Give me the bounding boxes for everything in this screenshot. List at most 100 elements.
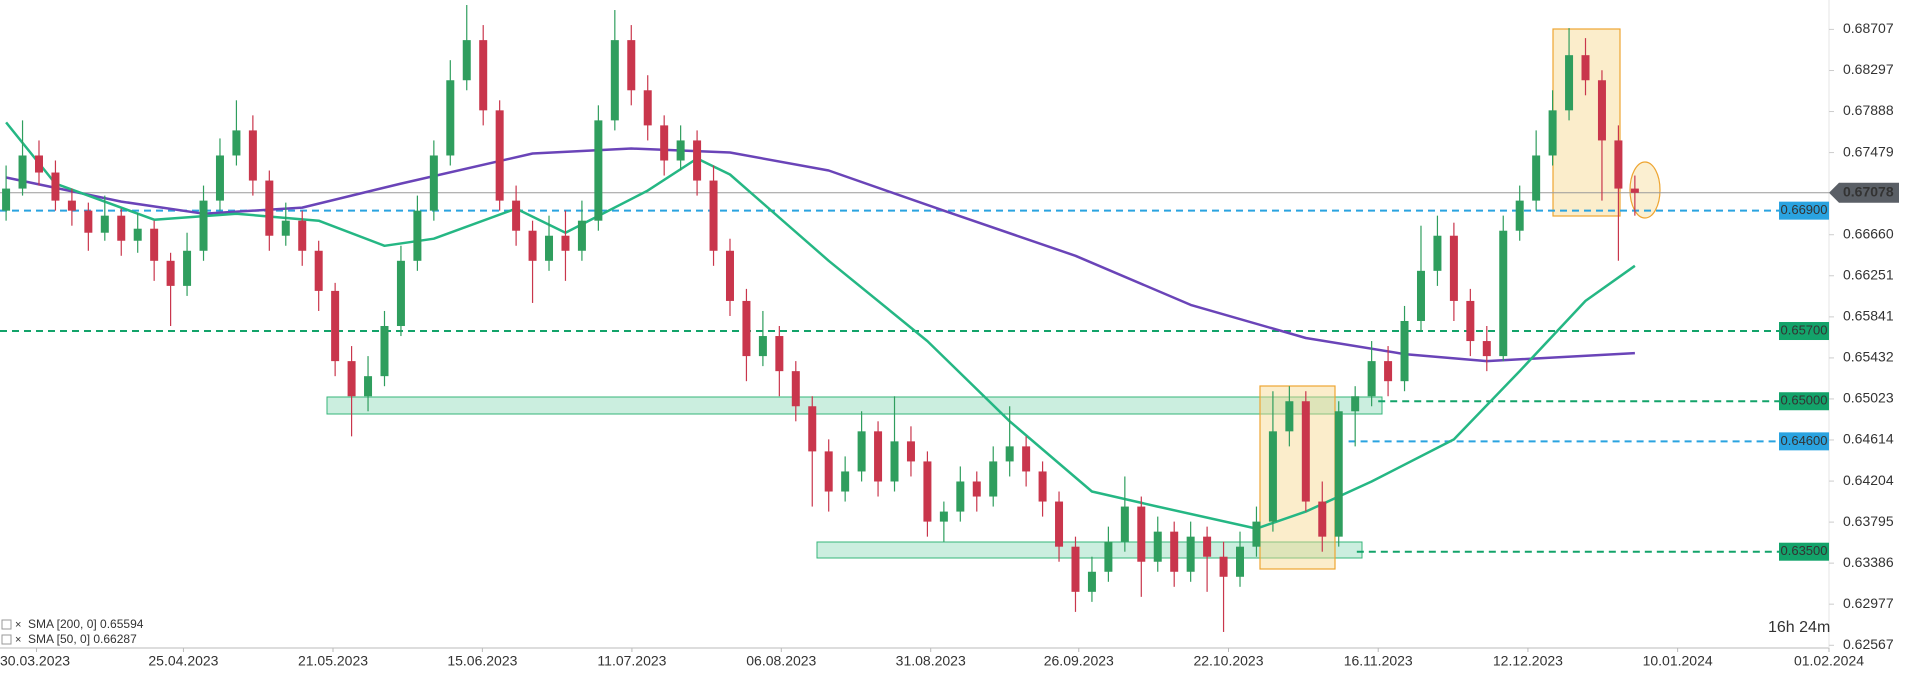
candle-body — [1055, 501, 1064, 547]
candle-body — [1367, 361, 1376, 397]
current-price-label: 0.67078 — [1843, 183, 1894, 199]
candle-body — [1252, 521, 1261, 547]
candle-body — [725, 250, 734, 301]
candle-body — [18, 155, 27, 189]
candle-body — [627, 40, 636, 91]
candle-body — [939, 511, 948, 522]
candle-body — [150, 228, 159, 261]
candle-body — [1087, 571, 1096, 592]
candle-body — [610, 40, 619, 121]
candle-body — [331, 290, 340, 362]
candle-body — [479, 40, 488, 111]
candle-body — [429, 155, 438, 211]
candle-body — [890, 441, 899, 482]
highlight-ellipse — [1629, 161, 1661, 219]
candle-body — [1482, 341, 1491, 357]
y-tick-label: 0.62977 — [1843, 595, 1894, 611]
candle-body — [808, 406, 817, 452]
y-tick-label: 0.65841 — [1843, 308, 1894, 324]
candle-body — [874, 431, 883, 482]
candle-body — [281, 220, 290, 236]
y-tick-label: 0.65432 — [1843, 349, 1894, 365]
y-tick-label: 0.62567 — [1843, 636, 1894, 652]
candle-body — [643, 90, 652, 126]
level-label: 0.65700 — [1781, 322, 1828, 337]
y-tick-label: 0.64204 — [1843, 472, 1894, 488]
candle-body — [298, 220, 307, 251]
candle-body — [1548, 110, 1557, 156]
candle-body — [1515, 200, 1524, 231]
sma-line — [5, 147, 1635, 363]
candle-body — [577, 220, 586, 251]
level-label-box — [1779, 542, 1829, 561]
candle-body — [1120, 506, 1129, 542]
candle-body — [1219, 556, 1228, 577]
y-tick-label: 0.68707 — [1843, 20, 1894, 36]
y-tick-label: 0.68297 — [1843, 61, 1894, 77]
support-zone — [816, 541, 1363, 559]
x-tick-label: 16.11.2023 — [1344, 653, 1413, 669]
x-tick-label: 31.08.2023 — [896, 653, 966, 669]
y-tick-label: 0.66251 — [1843, 266, 1894, 282]
legend-close: × — [15, 634, 21, 646]
candle-body — [660, 125, 669, 161]
candle-body — [232, 130, 241, 156]
candle-body — [1236, 546, 1245, 577]
candle-body — [133, 228, 142, 241]
candle-body — [1301, 401, 1310, 502]
candle-body — [1104, 541, 1113, 572]
candle-body — [1351, 396, 1360, 412]
candle-body — [84, 210, 93, 233]
candle-body — [413, 210, 422, 261]
candle-body — [676, 140, 685, 161]
candle-body — [100, 215, 109, 233]
candle-body — [1203, 536, 1212, 557]
candle-body — [791, 371, 800, 407]
candle-body — [1038, 471, 1047, 502]
candle-body — [775, 336, 784, 372]
candle-body — [906, 441, 915, 462]
candle-body — [758, 336, 767, 357]
x-tick-label: 26.09.2023 — [1044, 653, 1114, 669]
current-price-tag — [1829, 182, 1899, 203]
level-label-box — [1779, 201, 1829, 220]
countdown: 16h 24m — [1768, 619, 1830, 636]
candle-body — [989, 461, 998, 497]
candle-body — [1416, 270, 1425, 321]
legend-close: × — [15, 619, 21, 631]
y-tick-label: 0.67888 — [1843, 102, 1894, 118]
y-tick-label: 0.67479 — [1843, 143, 1894, 159]
candle-body — [1022, 446, 1031, 472]
candle-body — [693, 140, 702, 181]
level-label-box — [1779, 432, 1829, 451]
x-tick-label: 22.10.2023 — [1193, 653, 1263, 669]
candle-body — [495, 110, 504, 201]
y-tick-label: 0.65023 — [1843, 390, 1894, 406]
x-tick-label: 01.02.2024 — [1794, 653, 1864, 669]
x-tick-label: 10.01.2024 — [1643, 653, 1713, 669]
candle-body — [841, 471, 850, 492]
candle-body — [1153, 531, 1162, 562]
candle-body — [1334, 411, 1343, 537]
candle-body — [183, 250, 192, 286]
level-label-box — [1779, 322, 1829, 341]
candle-body — [1384, 361, 1393, 382]
candle-body — [824, 451, 833, 492]
sma-line — [5, 121, 1636, 530]
level-label: 0.63500 — [1781, 543, 1828, 558]
candle-body — [1433, 235, 1442, 271]
x-tick-label: 15.06.2023 — [447, 653, 517, 669]
candle-body — [314, 250, 323, 291]
x-tick-label: 21.05.2023 — [298, 653, 368, 669]
candle-body — [709, 180, 718, 251]
candle-body — [742, 300, 751, 357]
candle-body — [1268, 431, 1277, 522]
candle-body — [1466, 300, 1475, 342]
candle-body — [2, 188, 11, 211]
candle-body — [545, 235, 554, 261]
y-tick-label: 0.63386 — [1843, 554, 1894, 570]
candle-body — [923, 461, 932, 522]
candle-body — [347, 361, 356, 397]
x-tick-label: 12.12.2023 — [1493, 653, 1563, 669]
